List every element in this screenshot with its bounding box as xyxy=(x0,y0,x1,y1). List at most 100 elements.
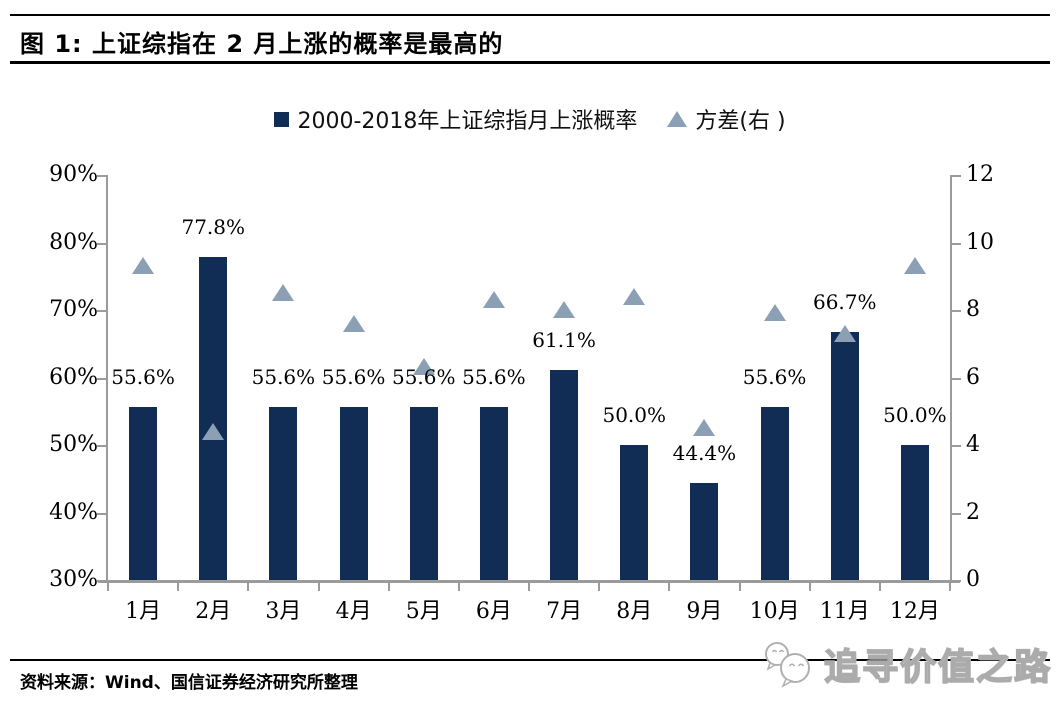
chart-legend: 2000-2018年上证综指月上涨概率 方差(右 ) xyxy=(0,103,1060,135)
chat-bubbles-icon xyxy=(764,642,810,688)
x-axis-month-label: 2月 xyxy=(195,599,232,624)
top-rule xyxy=(10,14,1050,16)
variance-marker xyxy=(833,324,856,342)
right-axis-tick-label: 12 xyxy=(966,162,994,187)
bar-value-label: 55.6% xyxy=(462,365,526,390)
source-note: 资料来源：Wind、国信证券经济研究所整理 xyxy=(20,673,358,693)
bar-value-label: 77.8% xyxy=(181,215,246,240)
bar-value-label: 50.0% xyxy=(602,403,667,427)
bar-value-label: 55.6% xyxy=(251,365,316,390)
bar-value-label: 66.7% xyxy=(812,290,877,315)
probability-bar xyxy=(550,370,579,580)
right-axis-tick-label: 2 xyxy=(966,499,980,525)
right-axis-tick xyxy=(952,242,961,245)
bar-series-swatch xyxy=(274,111,290,127)
watermark-text: 追寻价值之路 xyxy=(823,646,1052,689)
x-axis-month-label: 4月 xyxy=(335,599,372,624)
bottom-axis-line xyxy=(98,580,960,583)
probability-bar xyxy=(129,407,158,580)
right-axis-tick xyxy=(952,377,961,380)
bar-value-label: 61.1% xyxy=(532,328,596,353)
variance-marker xyxy=(693,419,716,437)
right-axis-tick-label: 10 xyxy=(966,229,994,255)
x-axis-tick xyxy=(247,583,250,591)
x-axis-tick xyxy=(878,583,881,591)
probability-bar xyxy=(339,407,368,580)
left-axis-tick-label: 80% xyxy=(49,229,98,255)
x-axis-month-label: 8月 xyxy=(616,599,653,624)
figure-title: 图 1: 上证综指在 2 月上涨的概率是最高的 xyxy=(20,30,504,58)
right-axis-tick-label: 6 xyxy=(966,364,980,390)
bar-value-label: 55.6% xyxy=(391,365,456,390)
variance-marker xyxy=(202,422,225,440)
probability-bar xyxy=(199,257,228,580)
variance-marker xyxy=(623,287,646,305)
x-axis-month-label: 5月 xyxy=(405,599,442,624)
right-axis-tick xyxy=(952,512,961,515)
x-axis-tick xyxy=(808,583,811,591)
chart-plot-area: 90% 80% 70% 60% 50% 40% 30% 12 10 8 6 4 2 0 1月 2月 3月 4月 5月… xyxy=(49,162,994,625)
legend-item-variance: 方差(右 ) xyxy=(667,103,786,135)
left-axis-tick-label: 90% xyxy=(49,162,98,187)
x-axis-tick xyxy=(598,583,601,591)
probability-bar xyxy=(760,407,789,580)
triangle-series-swatch xyxy=(667,111,688,127)
x-axis-month-label: 6月 xyxy=(475,599,512,624)
legend-label-variance: 方差(右 ) xyxy=(695,109,786,134)
left-axis-tick-label: 60% xyxy=(49,364,98,390)
bar-value-label: 44.4% xyxy=(672,440,737,465)
x-axis-month-label: 3月 xyxy=(265,599,302,624)
footer-rule xyxy=(10,659,1050,661)
left-axis-tick-label: 40% xyxy=(49,499,98,525)
variance-marker xyxy=(412,358,435,376)
x-axis-month-label: 7月 xyxy=(546,599,583,624)
left-axis-tick xyxy=(97,242,106,245)
x-axis-tick xyxy=(177,583,180,591)
variance-marker xyxy=(553,301,576,318)
x-axis-tick xyxy=(457,583,460,591)
x-axis-month-label: 1月 xyxy=(125,599,162,624)
bar-value-label: 55.6% xyxy=(742,365,807,390)
bar-value-label: 55.6% xyxy=(321,365,386,390)
variance-marker xyxy=(482,290,505,308)
probability-bar xyxy=(690,482,719,580)
x-axis-month-label: 9月 xyxy=(686,599,723,624)
probability-bar xyxy=(479,407,508,580)
legend-label-probability: 2000-2018年上证综指月上涨概率 xyxy=(297,109,638,134)
right-axis-tick xyxy=(952,310,961,312)
left-axis-tick xyxy=(97,377,106,380)
title-rule xyxy=(10,61,1050,64)
variance-marker xyxy=(763,304,786,322)
left-axis-tick xyxy=(97,512,106,515)
right-axis-tick-label: 8 xyxy=(966,297,980,322)
right-axis-tick xyxy=(952,445,961,447)
variance-marker xyxy=(132,257,155,275)
variance-marker xyxy=(903,257,926,275)
left-axis-tick xyxy=(97,445,106,447)
left-axis-tick xyxy=(97,175,106,177)
watermark: 追寻价值之路 xyxy=(760,638,1052,690)
x-axis-month-label: 12月 xyxy=(889,599,940,624)
right-axis-tick-label: 4 xyxy=(966,432,980,457)
x-axis-tick xyxy=(668,583,671,591)
bar-value-label: 55.6% xyxy=(111,365,175,390)
probability-bar xyxy=(269,407,298,580)
x-axis-tick xyxy=(387,583,390,591)
bar-value-label: 50.0% xyxy=(883,403,947,427)
right-axis-tick-label: 0 xyxy=(966,567,980,592)
left-axis-line xyxy=(106,175,108,582)
variance-marker xyxy=(342,314,365,332)
x-axis-tick xyxy=(107,583,109,591)
x-axis-tick xyxy=(738,583,741,591)
x-axis-tick xyxy=(528,583,530,591)
x-axis-tick xyxy=(317,583,320,591)
x-axis-tick xyxy=(949,583,951,591)
left-axis-tick xyxy=(97,580,106,582)
right-axis-tick xyxy=(952,175,961,177)
left-axis-tick-label: 70% xyxy=(49,297,98,322)
x-axis-month-label: 11月 xyxy=(819,599,870,624)
right-axis-tick xyxy=(952,580,961,582)
legend-item-probability: 2000-2018年上证综指月上涨概率 xyxy=(274,103,637,135)
variance-marker xyxy=(272,284,295,302)
